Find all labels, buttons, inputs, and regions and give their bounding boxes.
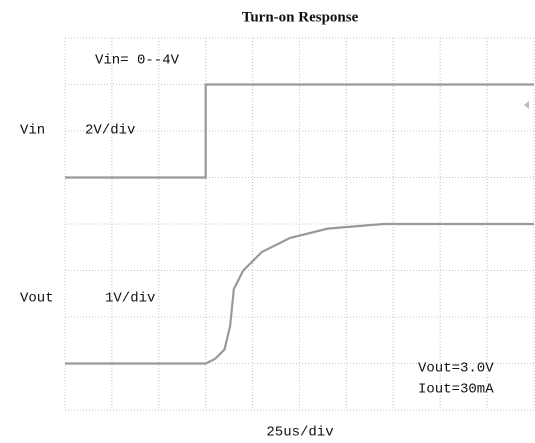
annotation: Vout bbox=[20, 291, 54, 307]
annotation: Vin bbox=[20, 123, 45, 139]
chart-title: Turn-on Response bbox=[242, 9, 359, 25]
trigger-marker bbox=[524, 101, 529, 109]
annotation: 2V/div bbox=[85, 123, 135, 139]
trace bbox=[65, 83, 534, 179]
x-axis-label: 25us/div bbox=[266, 425, 333, 441]
annotation: Vout=3.0V bbox=[418, 361, 494, 377]
annotation: Vin= 0--4V bbox=[95, 53, 180, 69]
annotation: 1V/div bbox=[105, 291, 155, 307]
trace bbox=[65, 222, 534, 365]
annotation: Iout=30mA bbox=[418, 382, 494, 398]
